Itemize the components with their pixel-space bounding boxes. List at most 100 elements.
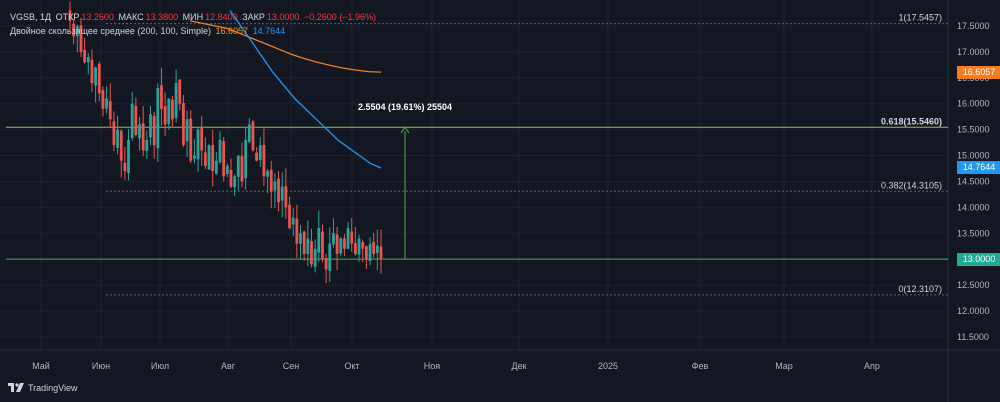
candle-body[interactable] <box>196 129 200 160</box>
candle-body[interactable] <box>163 106 167 125</box>
symbol-label[interactable]: VGSB, 1Д <box>10 12 52 22</box>
candle-body[interactable] <box>138 124 141 139</box>
candle-body[interactable] <box>116 129 119 148</box>
candle-body[interactable] <box>372 241 376 254</box>
fib-level-label: 1(17.5457) <box>898 13 942 23</box>
candle-body[interactable] <box>244 140 248 179</box>
candle-body[interactable] <box>203 152 207 166</box>
candle-body[interactable] <box>185 119 189 142</box>
ma-row[interactable]: Двойное скользящее среднее (200, 100, Si… <box>10 24 378 38</box>
candle-body[interactable] <box>152 115 156 146</box>
measure-label: 2.5504 (19.61%) 25504 <box>358 102 452 112</box>
candle-body[interactable] <box>94 67 98 86</box>
candle-body[interactable] <box>134 105 138 135</box>
candle-body[interactable] <box>313 248 317 267</box>
price-badge: 13.0000 <box>957 252 1000 266</box>
candle-body[interactable] <box>335 234 339 254</box>
candle-body[interactable] <box>346 228 350 249</box>
candle-body[interactable] <box>357 238 361 255</box>
candle-body[interactable] <box>171 99 174 120</box>
candle-body[interactable] <box>130 103 134 138</box>
candle-body[interactable] <box>343 238 346 249</box>
candle-body[interactable] <box>368 243 372 261</box>
candle-body[interactable] <box>123 162 127 172</box>
candle-body[interactable] <box>75 26 79 37</box>
candle-body[interactable] <box>97 63 101 94</box>
candle-body[interactable] <box>72 23 76 37</box>
candle-body[interactable] <box>90 59 94 83</box>
candle-body[interactable] <box>299 233 302 244</box>
candle-body[interactable] <box>156 88 160 149</box>
candle-body[interactable] <box>255 152 258 161</box>
candle-body[interactable] <box>127 140 130 174</box>
candle-body[interactable] <box>236 155 240 177</box>
candle-body[interactable] <box>233 176 237 188</box>
candle-body[interactable] <box>189 118 193 161</box>
candle-body[interactable] <box>328 243 332 272</box>
candle-body[interactable] <box>182 103 185 146</box>
candle-body[interactable] <box>375 245 379 254</box>
candle-body[interactable] <box>68 10 72 21</box>
candle-body[interactable] <box>258 145 262 160</box>
chart-legend: VGSB, 1Д ОТКР 13.2600 МАКС 13.3800 МИН 12.8… <box>10 10 378 38</box>
ma100-line[interactable] <box>229 10 382 169</box>
candle-body[interactable] <box>112 121 116 146</box>
candle-body[interactable] <box>291 217 295 225</box>
candle-body[interactable] <box>108 101 112 120</box>
candle-body[interactable] <box>302 231 306 254</box>
candle-body[interactable] <box>101 89 105 109</box>
candle-body[interactable] <box>178 79 182 104</box>
candle-body[interactable] <box>160 85 163 109</box>
candle-body[interactable] <box>266 171 269 177</box>
candle-body[interactable] <box>284 186 288 208</box>
candle-body[interactable] <box>145 140 149 151</box>
candle-body[interactable] <box>218 140 222 163</box>
candle-body[interactable] <box>288 204 291 229</box>
candle-body[interactable] <box>211 144 215 172</box>
fib-level-label: 0(12.3107) <box>898 284 942 294</box>
high-value: 13.3800 <box>145 12 179 22</box>
candle-body[interactable] <box>222 141 226 177</box>
candle-body[interactable] <box>295 218 299 244</box>
candle-body[interactable] <box>332 233 335 245</box>
candle-body[interactable] <box>119 130 123 161</box>
candle-body[interactable] <box>174 83 178 118</box>
candle-body[interactable] <box>364 246 368 260</box>
time-tick-label: Авг <box>221 361 236 371</box>
candle-body[interactable] <box>167 98 171 125</box>
candle-body[interactable] <box>350 231 354 244</box>
candle-body[interactable] <box>240 155 244 182</box>
price-badge: 14.7644 <box>957 161 1000 175</box>
ma200-line[interactable] <box>189 20 382 73</box>
candle-body[interactable] <box>277 178 280 203</box>
candle-body[interactable] <box>280 186 284 201</box>
candle-body[interactable] <box>193 155 196 159</box>
candle-body[interactable] <box>317 228 321 253</box>
candle-body[interactable] <box>207 145 211 170</box>
candle-body[interactable] <box>310 241 313 265</box>
candle-body[interactable] <box>339 238 343 254</box>
candle-body[interactable] <box>269 169 273 192</box>
candle-body[interactable] <box>379 246 383 260</box>
candle-body[interactable] <box>214 160 218 174</box>
candle-body[interactable] <box>200 128 204 151</box>
candle-body[interactable] <box>273 181 277 191</box>
candle-body[interactable] <box>251 121 255 151</box>
candle-body[interactable] <box>105 98 108 109</box>
candle-body[interactable] <box>353 243 357 254</box>
candle-body[interactable] <box>361 242 365 249</box>
candle-body[interactable] <box>79 25 83 52</box>
candle-body[interactable] <box>83 49 87 63</box>
candle-body[interactable] <box>86 57 90 63</box>
candle-body[interactable] <box>225 165 229 175</box>
candle-body[interactable] <box>247 124 251 142</box>
candle-body[interactable] <box>229 169 233 187</box>
candle-body[interactable] <box>141 123 145 151</box>
candle-body[interactable] <box>149 114 152 138</box>
candle-body[interactable] <box>324 257 328 270</box>
candle-body[interactable] <box>262 144 266 177</box>
candle-body[interactable] <box>306 238 310 255</box>
tradingview-brand[interactable]: TradingView <box>8 383 78 393</box>
candle-body[interactable] <box>321 231 324 260</box>
